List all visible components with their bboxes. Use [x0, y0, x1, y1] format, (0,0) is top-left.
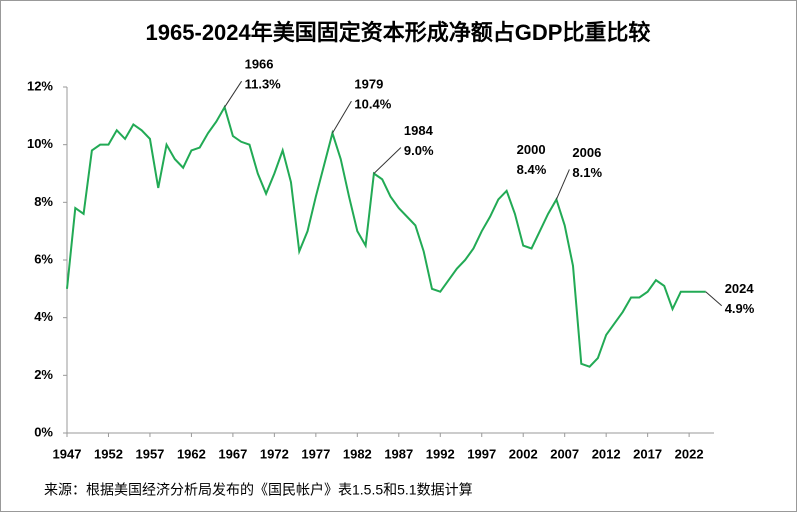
annotation-value: 10.4%: [354, 97, 391, 112]
y-tick-label: 8%: [34, 194, 53, 209]
x-tick-label: 2007: [550, 446, 579, 461]
x-tick-label: 2017: [633, 446, 662, 461]
chart-title: 1965-2024年美国固定资本形成净额占GDP比重比较: [146, 20, 651, 45]
annotation-value: 8.4%: [517, 162, 547, 177]
x-tick-label: 1947: [53, 446, 82, 461]
annotation-leader: [332, 100, 352, 134]
annotation-value: 11.3%: [245, 77, 282, 92]
annotation-leader: [705, 291, 723, 307]
x-tick-label: 2022: [675, 446, 704, 461]
annotation-leader: [224, 80, 243, 108]
annotation-year: 1979: [354, 77, 383, 92]
data-line: [66, 104, 706, 368]
annotation-year: 2024: [725, 281, 755, 296]
annotation-leader: [555, 169, 570, 200]
x-tick-label: 1982: [343, 446, 372, 461]
x-tick-label: 1977: [301, 446, 330, 461]
annotation-year: 2000: [517, 142, 546, 157]
annotation-value: 4.9%: [725, 301, 755, 316]
x-tick-label: 1952: [94, 446, 123, 461]
y-tick-label: 12%: [27, 78, 53, 93]
x-tick-label: 1992: [426, 446, 455, 461]
annotation-value: 8.1%: [572, 165, 602, 180]
x-tick-label: 1997: [467, 446, 496, 461]
y-tick-label: 0%: [34, 424, 53, 439]
x-tick-label: 1972: [260, 446, 289, 461]
y-tick-label: 10%: [27, 136, 53, 151]
y-tick-label: 2%: [34, 367, 53, 382]
x-tick-label: 1962: [177, 446, 206, 461]
annotation-year: 2006: [572, 145, 601, 160]
x-tick-label: 2012: [592, 446, 621, 461]
annotation-year: 1966: [245, 57, 274, 72]
x-tick-label: 1957: [135, 446, 164, 461]
x-tick-label: 1987: [384, 446, 413, 461]
x-tick-label: 1967: [218, 446, 247, 461]
y-tick-label: 4%: [34, 309, 53, 324]
y-tick-label: 6%: [34, 251, 53, 266]
annotation-leader: [373, 147, 402, 174]
x-tick-label: 2002: [509, 446, 538, 461]
source-note: 来源：根据美国经济分析局发布的《国民帐户》表1.5.5和5.1数据计算: [44, 482, 473, 498]
annotation-value: 9.0%: [404, 143, 434, 158]
annotation-year: 1984: [404, 123, 434, 138]
